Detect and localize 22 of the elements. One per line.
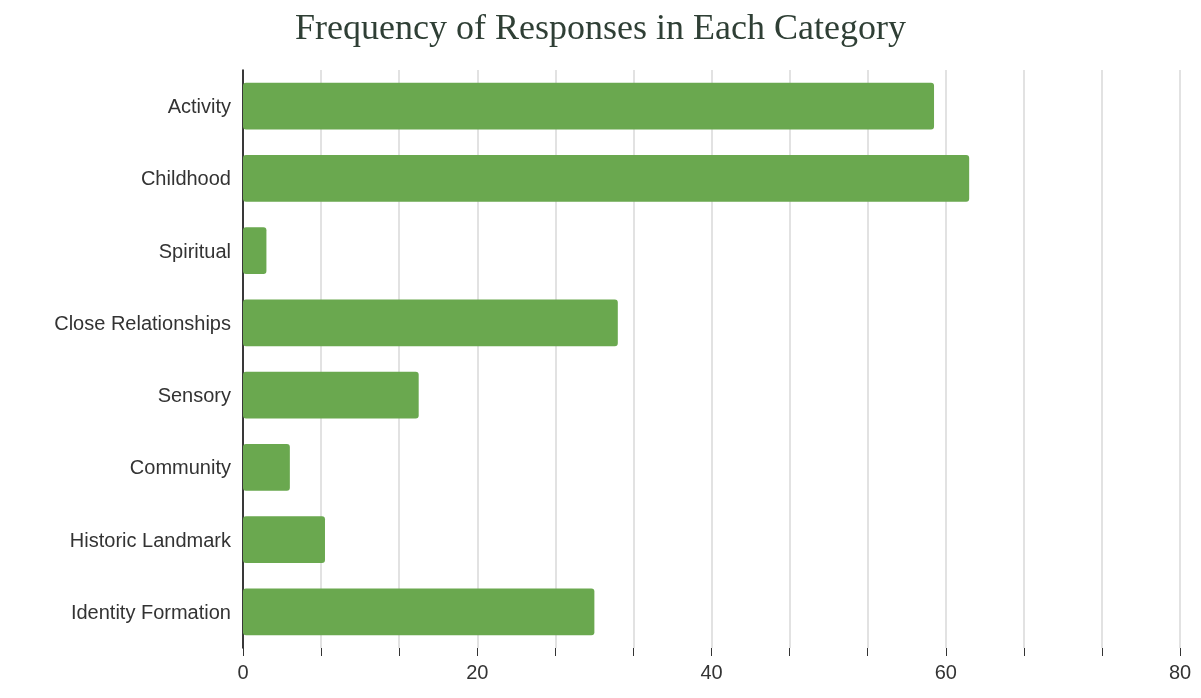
bar <box>243 516 325 564</box>
y-tick-label: Spiritual <box>158 239 231 262</box>
x-tick-label: 60 <box>934 661 957 683</box>
bar <box>243 588 595 636</box>
bar <box>243 371 419 419</box>
y-tick-label: Sensory <box>157 384 231 407</box>
y-tick-label: Identity Formation <box>70 600 231 623</box>
bar <box>243 82 935 130</box>
bar <box>243 227 267 275</box>
bar <box>243 299 618 347</box>
x-tick-label: 20 <box>466 661 489 683</box>
bar <box>243 443 290 491</box>
y-tick-label: Close Relationships <box>54 311 231 334</box>
y-tick-label: Historic Landmark <box>69 528 232 551</box>
y-tick-label: Community <box>129 456 231 479</box>
x-tick-label: 40 <box>700 661 723 683</box>
bar <box>243 154 970 202</box>
chart-title: Frequency of Responses in Each Category <box>295 7 906 47</box>
x-tick-label: 0 <box>237 661 249 683</box>
y-tick-label: Childhood <box>140 167 231 190</box>
x-tick-label: 80 <box>1168 661 1192 683</box>
y-tick-label: Activity <box>167 95 231 118</box>
